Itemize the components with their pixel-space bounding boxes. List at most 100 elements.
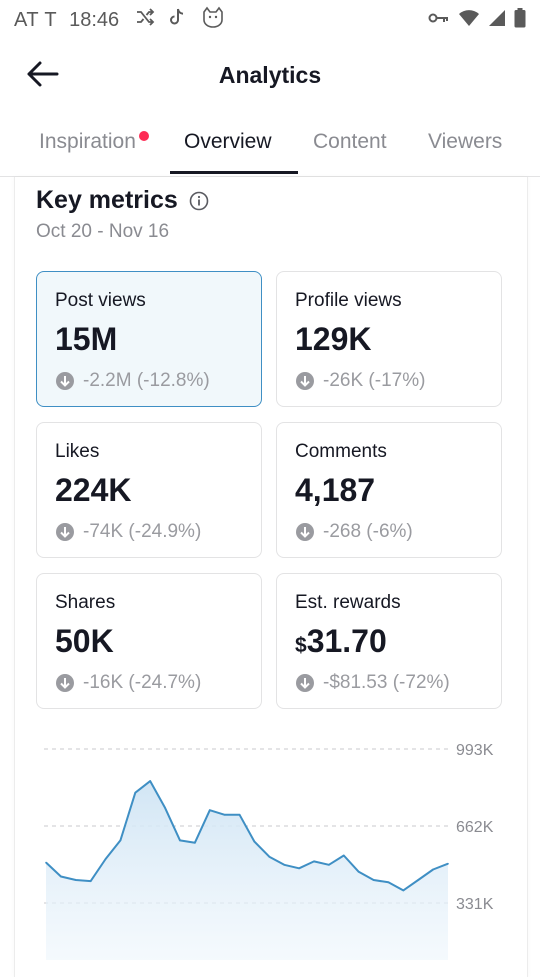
change-text: -16K (-24.7%): [83, 672, 202, 693]
cat-icon: [201, 6, 225, 34]
data-point: [45, 861, 47, 864]
data-point: [357, 871, 360, 873]
currency-symbol: $: [295, 634, 307, 657]
tab-content[interactable]: Content: [313, 130, 387, 154]
metric-card-post-views[interactable]: Post views 15M -2.2M (-12.8%): [36, 271, 262, 407]
metric-change: -26K (-17%): [295, 370, 425, 392]
arrow-down-circle-icon: [55, 673, 75, 693]
y-tick-label: 331K: [456, 896, 494, 913]
tab-inspiration[interactable]: Inspiration: [39, 130, 149, 154]
data-point: [417, 879, 420, 881]
data-point: [134, 791, 137, 794]
metric-card-comments[interactable]: Comments 4,187 -268 (-6%): [276, 422, 502, 558]
signal-icon: [488, 9, 506, 32]
battery-icon: [514, 8, 526, 33]
series-line: [45, 780, 449, 892]
metric-card-est-rewards[interactable]: Est. rewards $31.70 -$81.53 (-72%): [276, 573, 502, 709]
metric-label: Shares: [55, 592, 116, 613]
data-point: [387, 881, 390, 884]
change-text: -26K (-17%): [323, 370, 426, 391]
tab-label: Inspiration: [39, 130, 136, 153]
tab-label: Viewers: [428, 130, 503, 153]
data-point: [447, 862, 449, 865]
metric-change: -268 (-6%): [295, 521, 413, 543]
data-point: [283, 864, 285, 866]
data-point: [328, 864, 330, 866]
tab-viewers[interactable]: Viewers: [428, 130, 502, 154]
metric-value: 4,187: [295, 472, 376, 508]
data-point: [60, 875, 62, 878]
metric-value: 15M: [55, 321, 118, 357]
status-time: 18:46: [69, 8, 120, 31]
data-point: [164, 807, 166, 809]
data-point: [402, 889, 405, 892]
post-views-chart[interactable]: 993K 662K 331K: [36, 735, 506, 960]
data-point: [75, 879, 77, 881]
change-text: -2.2M (-12.8%): [83, 370, 210, 391]
date-range: Oct 20 - Nov 16: [36, 221, 170, 242]
y-tick-label: 662K: [456, 819, 494, 836]
data-point: [343, 854, 345, 857]
tab-bar: Inspiration Overview Content Viewers: [0, 120, 540, 177]
arrow-down-circle-icon: [55, 522, 75, 542]
data-point: [432, 868, 434, 871]
y-tick-label: 993K: [456, 742, 494, 759]
data-point: [313, 860, 315, 863]
data-point: [253, 840, 256, 843]
metric-label: Profile views: [295, 290, 402, 311]
shuffle-icon: [135, 7, 155, 33]
arrow-down-circle-icon: [295, 522, 315, 542]
data-point: [89, 880, 92, 882]
change-text: -$81.53 (-72%): [323, 672, 450, 693]
data-point: [223, 814, 226, 816]
app-header: Analytics: [0, 46, 540, 106]
data-point: [194, 841, 196, 844]
metric-change: -16K (-24.7%): [55, 672, 201, 694]
info-icon[interactable]: [188, 190, 210, 212]
arrow-down-circle-icon: [295, 673, 315, 693]
metric-label: Likes: [55, 441, 100, 462]
change-text: -74K (-24.9%): [83, 521, 202, 542]
status-bar: AT T 18:46: [0, 0, 540, 38]
data-point: [119, 839, 122, 842]
data-point: [149, 780, 151, 782]
metric-label: Est. rewards: [295, 592, 401, 613]
arrow-down-circle-icon: [295, 371, 315, 391]
key-icon: [428, 11, 450, 30]
metric-card-profile-views[interactable]: Profile views 129K -26K (-17%): [276, 271, 502, 407]
series-area: [46, 781, 448, 960]
back-button[interactable]: [24, 58, 60, 94]
data-point: [238, 814, 241, 816]
metric-label: Post views: [55, 290, 146, 311]
tab-overview[interactable]: Overview: [184, 130, 272, 154]
metric-card-likes[interactable]: Likes 224K -74K (-24.9%): [36, 422, 262, 558]
metric-label: Comments: [295, 441, 387, 462]
metric-value: 224K: [55, 472, 132, 508]
arrow-down-circle-icon: [55, 371, 75, 391]
data-point: [298, 867, 300, 870]
data-point: [268, 855, 271, 858]
chart-canvas: 993K 662K 331K: [44, 742, 494, 960]
data-point: [179, 839, 181, 842]
metric-change: -2.2M (-12.8%): [55, 370, 210, 392]
wifi-icon: [458, 9, 480, 32]
tab-label: Overview: [184, 130, 272, 153]
metric-change: -$81.53 (-72%): [295, 672, 450, 694]
page-title: Analytics: [218, 62, 322, 88]
tab-label: Content: [313, 130, 387, 153]
active-tab-indicator: [170, 171, 298, 174]
key-metrics-heading: Key metrics: [36, 186, 210, 215]
tiktok-icon: [169, 7, 187, 33]
section-title: Key metrics: [36, 186, 178, 214]
metric-value: 129K: [295, 321, 372, 357]
metric-value: 50K: [55, 623, 114, 659]
arrow-left-icon: [25, 60, 59, 93]
metric-value: $31.70: [295, 623, 387, 660]
metric-change: -74K (-24.9%): [55, 521, 201, 543]
carrier-label: AT T: [14, 8, 58, 31]
metric-amount: 31.70: [306, 623, 387, 659]
metric-card-shares[interactable]: Shares 50K -16K (-24.7%): [36, 573, 262, 709]
data-point: [104, 858, 107, 860]
data-point: [209, 809, 211, 811]
data-point: [372, 879, 375, 881]
